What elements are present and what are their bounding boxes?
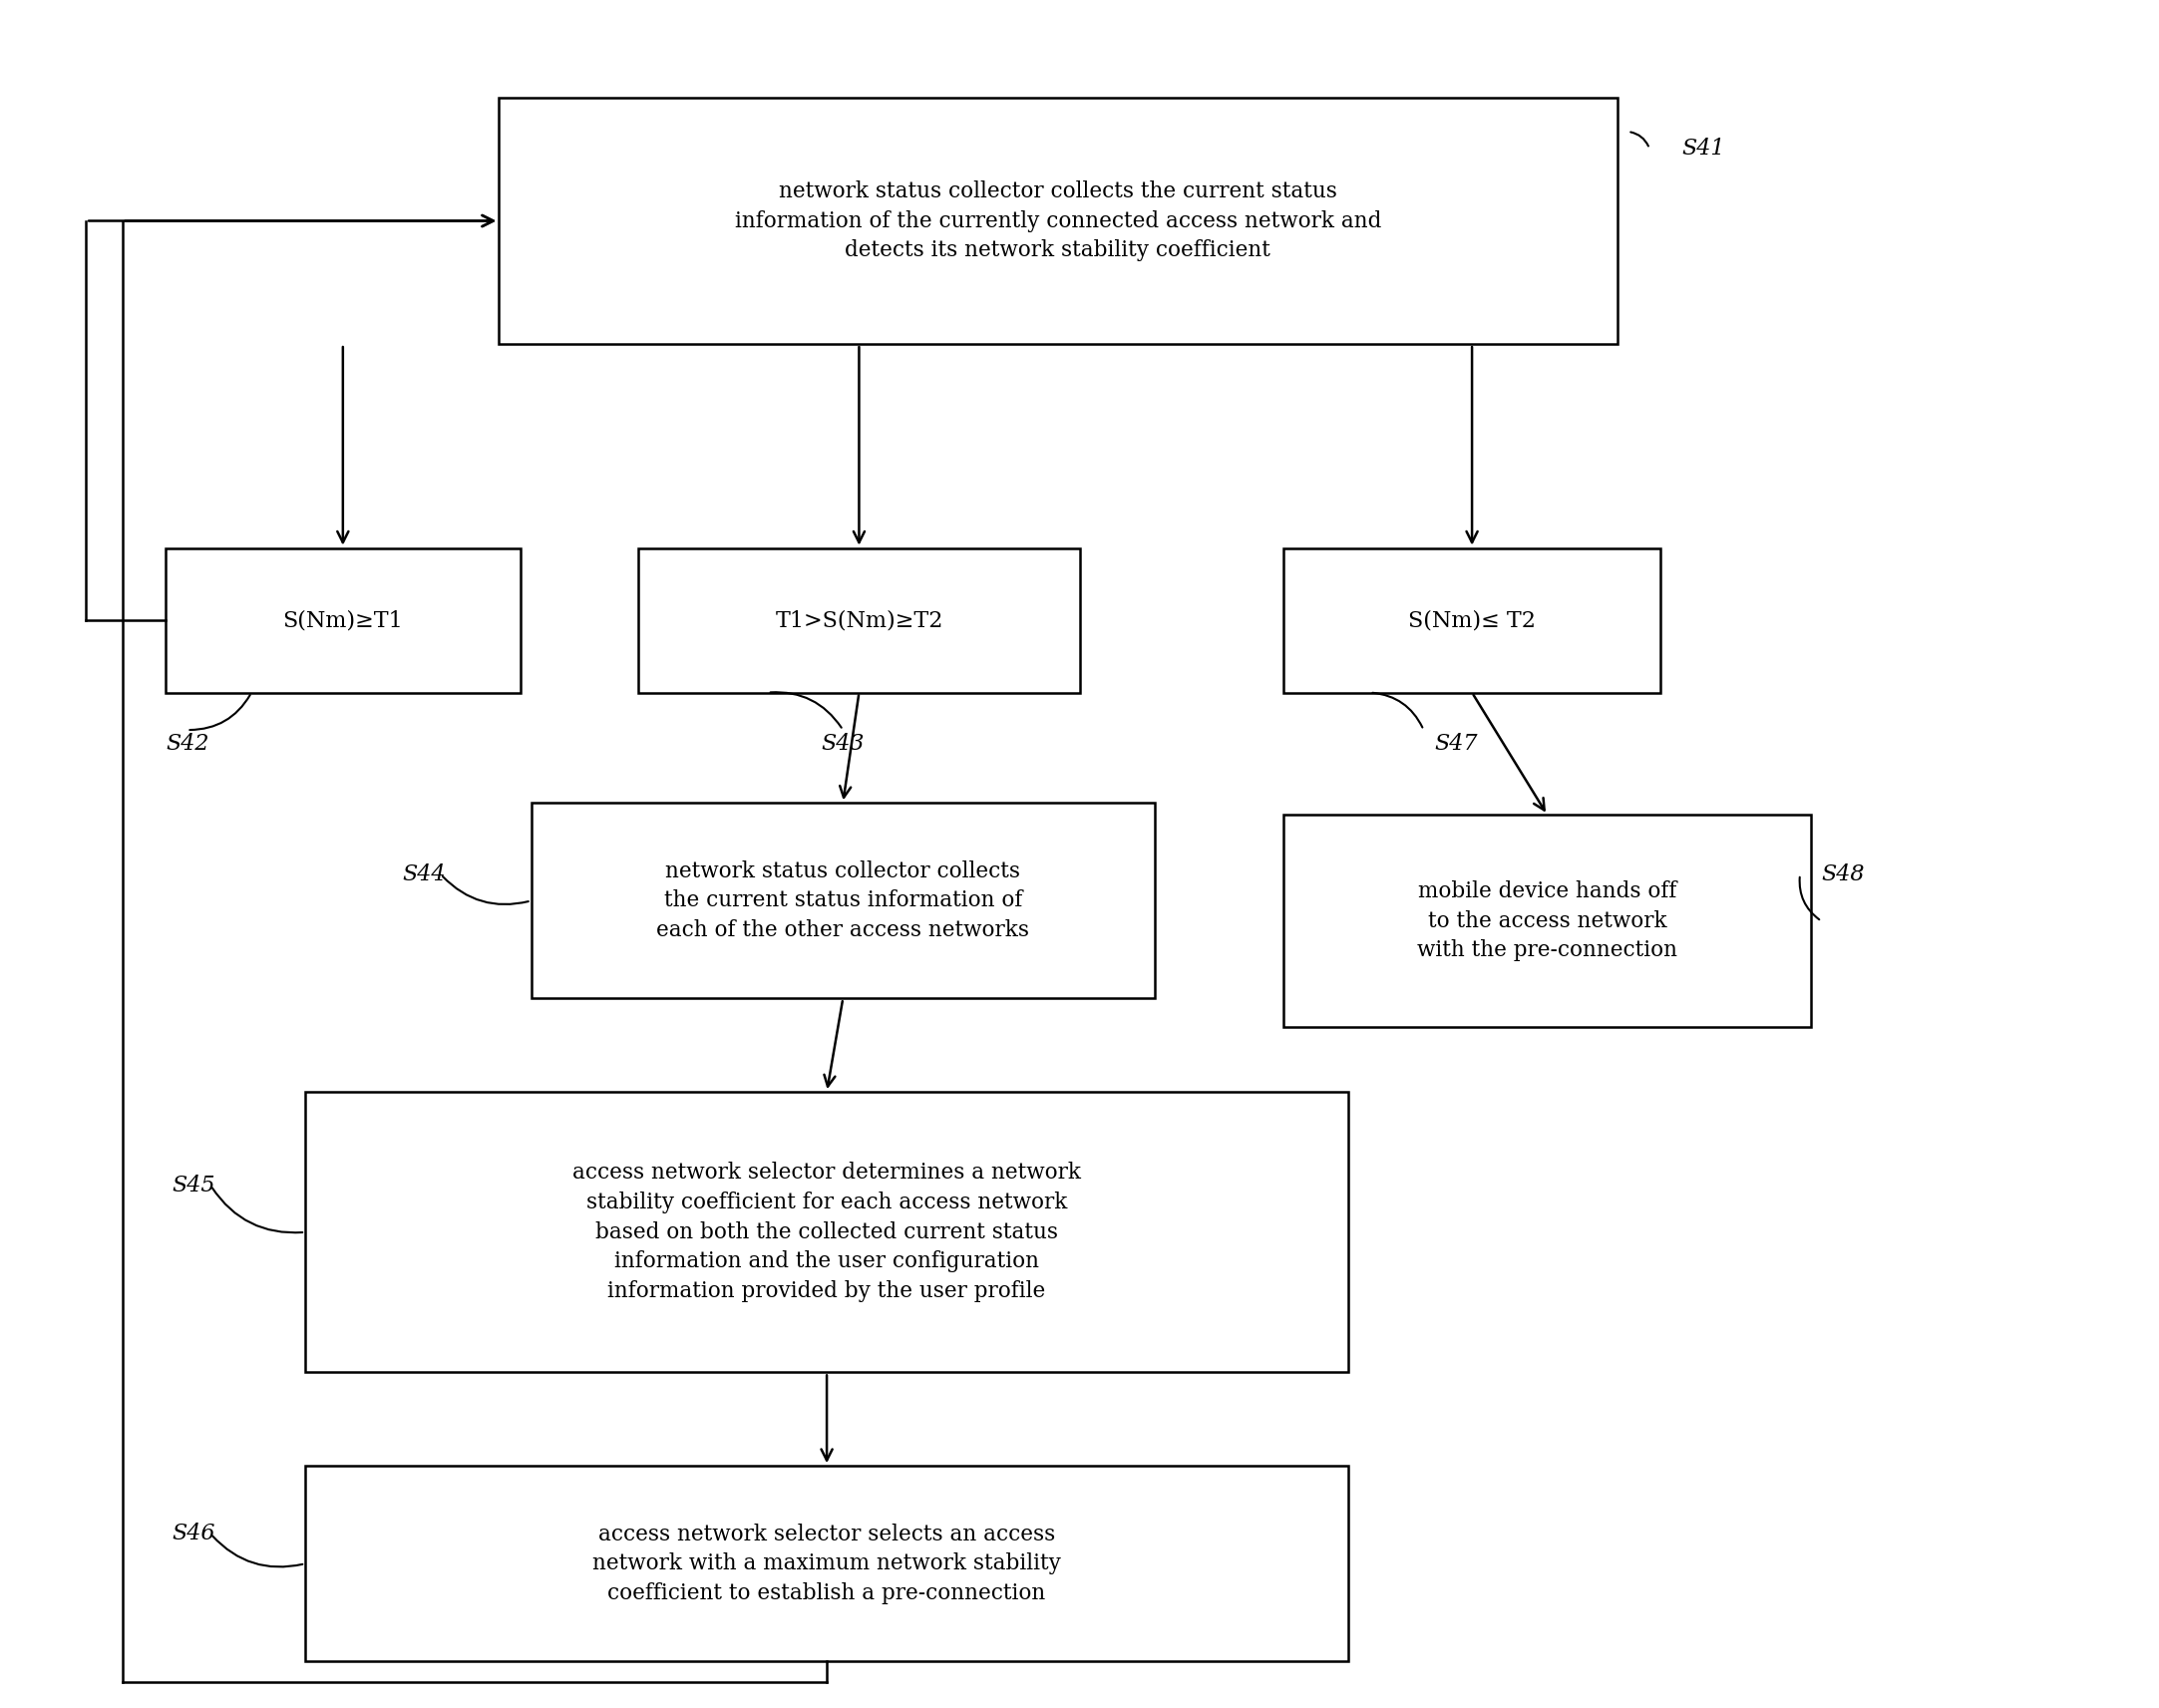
Text: S(Nm)≤ T2: S(Nm)≤ T2 — [1408, 610, 1535, 632]
Text: access network selector determines a network
stability coefficient for each acce: access network selector determines a net… — [572, 1161, 1082, 1301]
Text: S46: S46 — [173, 1524, 216, 1544]
FancyBboxPatch shape — [531, 803, 1155, 999]
Text: network status collector collects
the current status information of
each of the : network status collector collects the cu… — [656, 861, 1030, 941]
FancyBboxPatch shape — [166, 548, 520, 692]
FancyBboxPatch shape — [1285, 815, 1811, 1028]
Text: S44: S44 — [402, 864, 445, 885]
Text: T1>S(Nm)≥T2: T1>S(Nm)≥T2 — [775, 610, 943, 632]
Text: S48: S48 — [1822, 864, 1865, 885]
FancyBboxPatch shape — [304, 1091, 1349, 1373]
Text: S45: S45 — [173, 1175, 216, 1196]
FancyBboxPatch shape — [639, 548, 1080, 692]
Text: S42: S42 — [166, 733, 209, 755]
FancyBboxPatch shape — [1285, 548, 1660, 692]
Text: S43: S43 — [820, 733, 866, 755]
Text: network status collector collects the current status
information of the currentl: network status collector collects the cu… — [734, 181, 1382, 261]
Text: mobile device hands off
to the access network
with the pre-connection: mobile device hands off to the access ne… — [1416, 881, 1678, 962]
Text: S47: S47 — [1434, 733, 1477, 755]
FancyBboxPatch shape — [499, 97, 1617, 343]
Text: S41: S41 — [1682, 138, 1725, 159]
FancyBboxPatch shape — [304, 1465, 1349, 1662]
Text: S(Nm)≥T1: S(Nm)≥T1 — [283, 610, 404, 632]
Text: access network selector selects an access
network with a maximum network stabili: access network selector selects an acces… — [592, 1524, 1060, 1604]
